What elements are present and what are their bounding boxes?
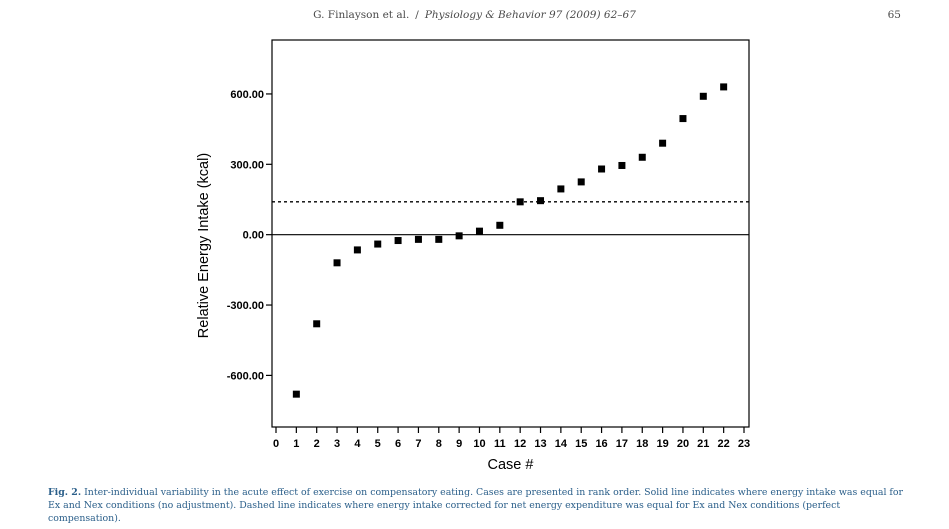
x-tick-label: 21 xyxy=(697,438,709,450)
x-tick-label: 23 xyxy=(738,438,750,450)
page-number: 65 xyxy=(887,9,901,21)
data-point xyxy=(638,153,646,161)
x-tick-label: 14 xyxy=(555,438,568,450)
x-tick-label: 16 xyxy=(595,438,607,450)
y-tick-label: 0.00 xyxy=(243,230,264,242)
x-tick-label: 10 xyxy=(473,438,485,450)
data-point xyxy=(659,139,667,147)
data-point xyxy=(475,227,483,235)
figure-label: Fig. 2. xyxy=(48,487,82,498)
data-point xyxy=(537,197,545,205)
data-point xyxy=(374,240,382,248)
header-separator: / xyxy=(415,9,419,21)
y-tick-label: 600.00 xyxy=(230,89,264,101)
x-tick-label: 0 xyxy=(273,438,279,450)
x-tick-label: 6 xyxy=(395,438,401,450)
x-tick-label: 2 xyxy=(314,438,320,450)
running-head: G. Finlayson et al. / Physiology & Behavio… xyxy=(0,9,949,27)
caption-text: Inter-individual variability in the acut… xyxy=(48,487,904,524)
data-point xyxy=(292,390,300,398)
plot-frame xyxy=(271,39,750,428)
data-point xyxy=(455,232,463,240)
x-tick-label: 12 xyxy=(514,438,526,450)
data-point xyxy=(516,198,524,206)
x-tick-label: 13 xyxy=(534,438,546,450)
x-tick-label: 3 xyxy=(334,438,340,450)
x-tick-label: 15 xyxy=(575,438,587,450)
data-point xyxy=(496,221,504,229)
x-tick-label: 8 xyxy=(436,438,442,450)
x-tick-label: 7 xyxy=(415,438,421,450)
data-point xyxy=(618,161,626,169)
data-point xyxy=(577,178,585,186)
data-point xyxy=(333,259,341,267)
y-tick-label: -600.00 xyxy=(227,370,264,382)
x-tick-label: 17 xyxy=(616,438,628,450)
x-tick-label: 20 xyxy=(677,438,689,450)
x-tick-label: 9 xyxy=(456,438,462,450)
x-tick-label: 11 xyxy=(494,438,506,450)
data-point xyxy=(699,92,707,100)
data-point xyxy=(394,237,402,245)
x-tick-label: 4 xyxy=(354,438,361,450)
y-tick-label: -300.00 xyxy=(227,300,264,312)
x-axis-label: Case # xyxy=(488,457,534,473)
authors: G. Finlayson et al. xyxy=(313,9,410,21)
data-point xyxy=(598,165,606,173)
x-tick-label: 1 xyxy=(293,438,299,450)
x-tick-label: 18 xyxy=(636,438,648,450)
journal-name: Physiology & Behavior 97 (2009) 62–67 xyxy=(424,9,636,21)
data-point xyxy=(720,83,728,91)
figure-caption: Fig. 2. Inter-individual variability in … xyxy=(48,486,908,525)
x-tick-label: 5 xyxy=(375,438,381,450)
data-point xyxy=(414,235,422,243)
x-tick-label: 22 xyxy=(718,438,730,450)
y-tick-label: 300.00 xyxy=(230,159,264,171)
data-point xyxy=(313,320,321,328)
data-point xyxy=(557,185,565,193)
x-tick-label: 19 xyxy=(656,438,668,450)
data-point xyxy=(679,115,687,123)
journal-citation: G. Finlayson et al. / Physiology & Behavio… xyxy=(0,9,949,21)
y-axis-label: Relative Energy Intake (kcal) xyxy=(196,153,212,338)
data-point xyxy=(353,246,361,254)
data-point xyxy=(435,235,443,243)
